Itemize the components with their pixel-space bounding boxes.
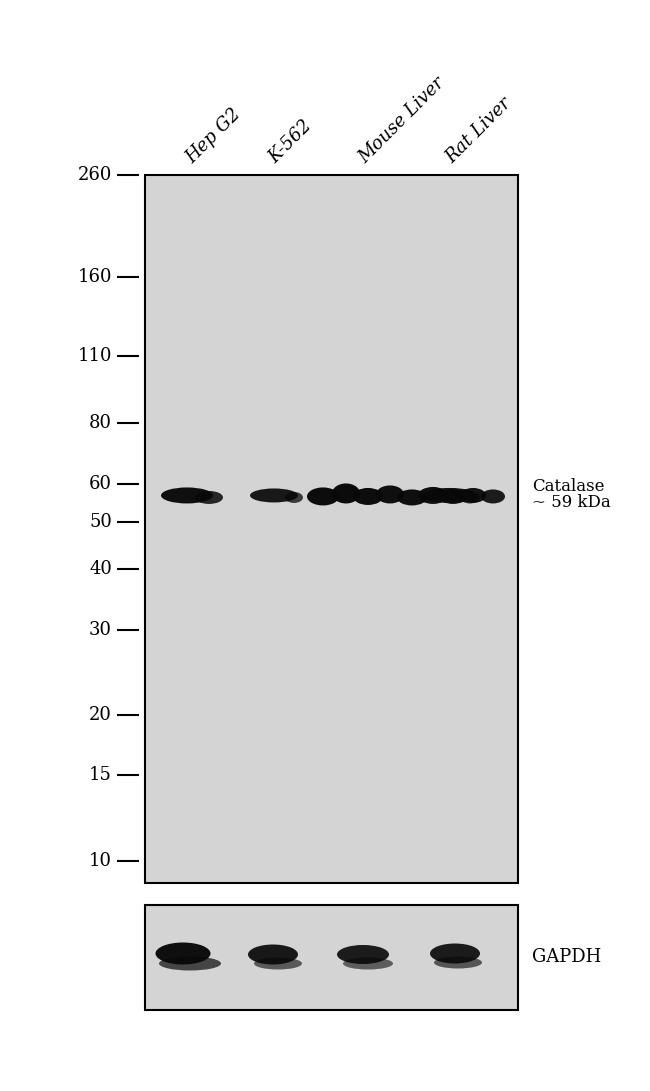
- Ellipse shape: [343, 958, 393, 970]
- Text: Mouse Liver: Mouse Liver: [356, 74, 448, 167]
- Text: K-562: K-562: [265, 117, 315, 167]
- Text: 10: 10: [89, 852, 112, 870]
- Ellipse shape: [481, 490, 505, 503]
- Ellipse shape: [430, 944, 480, 963]
- Text: Hep G2: Hep G2: [182, 105, 244, 167]
- Ellipse shape: [376, 485, 404, 503]
- Ellipse shape: [195, 491, 223, 504]
- Ellipse shape: [248, 945, 298, 964]
- Ellipse shape: [332, 483, 360, 503]
- Text: 30: 30: [89, 621, 112, 638]
- Ellipse shape: [434, 957, 482, 969]
- Ellipse shape: [353, 488, 383, 505]
- Text: 110: 110: [77, 347, 112, 365]
- Text: GAPDH: GAPDH: [532, 948, 601, 967]
- Text: 60: 60: [89, 475, 112, 493]
- Text: 40: 40: [89, 560, 112, 578]
- Bar: [145, 175, 518, 883]
- Ellipse shape: [397, 490, 427, 505]
- Ellipse shape: [159, 957, 221, 971]
- Text: ~ 59 kDa: ~ 59 kDa: [532, 494, 611, 511]
- Ellipse shape: [250, 489, 298, 503]
- Text: 50: 50: [89, 513, 112, 531]
- Ellipse shape: [422, 488, 478, 503]
- Ellipse shape: [285, 492, 303, 503]
- Text: 160: 160: [77, 268, 112, 286]
- Text: 20: 20: [89, 706, 112, 724]
- Ellipse shape: [161, 488, 213, 503]
- Text: Catalase: Catalase: [532, 478, 604, 495]
- Ellipse shape: [337, 945, 389, 964]
- Text: 15: 15: [89, 767, 112, 784]
- Ellipse shape: [307, 488, 339, 505]
- Text: Rat Liver: Rat Liver: [442, 94, 515, 167]
- Ellipse shape: [155, 943, 211, 964]
- Ellipse shape: [254, 958, 302, 970]
- Ellipse shape: [460, 488, 486, 503]
- Text: 260: 260: [77, 166, 112, 184]
- Text: 80: 80: [89, 415, 112, 432]
- Ellipse shape: [418, 487, 448, 504]
- Ellipse shape: [460, 491, 480, 503]
- Ellipse shape: [439, 489, 467, 504]
- Bar: [145, 906, 518, 1010]
